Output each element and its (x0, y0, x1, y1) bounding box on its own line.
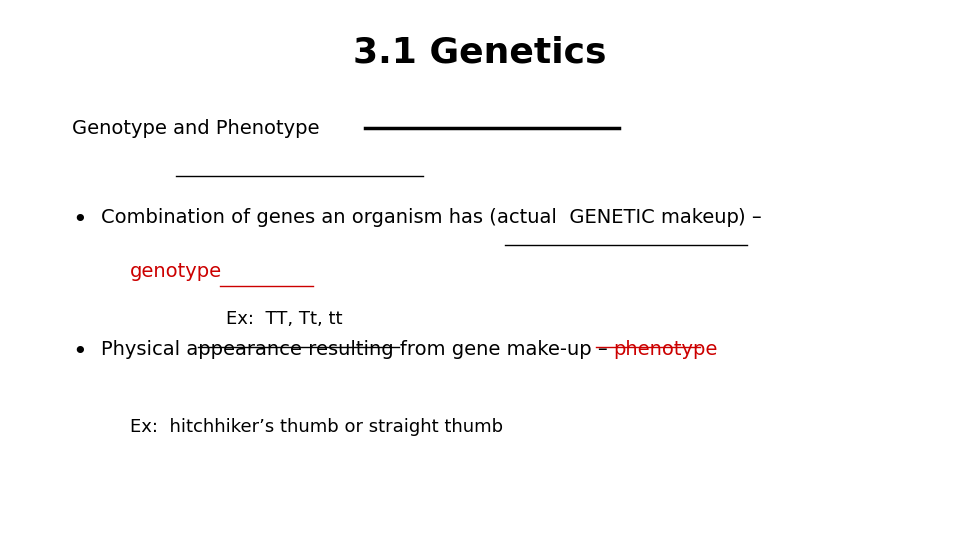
Text: phenotype: phenotype (613, 340, 718, 359)
Text: Genotype and Phenotype: Genotype and Phenotype (72, 119, 320, 138)
Text: Ex:  TT, Tt, tt: Ex: TT, Tt, tt (226, 310, 342, 328)
Text: genotype: genotype (130, 262, 222, 281)
Text: Combination of genes an organism has (: Combination of genes an organism has ( (101, 208, 496, 227)
Text: Ex:  hitchhiker’s thumb or straight thumb: Ex: hitchhiker’s thumb or straight thumb (130, 418, 503, 436)
Text: •: • (72, 340, 86, 364)
Text: resulting from gene make-up –: resulting from gene make-up – (301, 340, 613, 359)
Text: •: • (72, 208, 86, 232)
Text: Physical appearance: Physical appearance (101, 340, 301, 359)
Text: 3.1 Genetics: 3.1 Genetics (353, 35, 607, 69)
Text: actual  GENETIC makeup: actual GENETIC makeup (496, 208, 738, 227)
Text: ) –: ) – (738, 208, 762, 227)
